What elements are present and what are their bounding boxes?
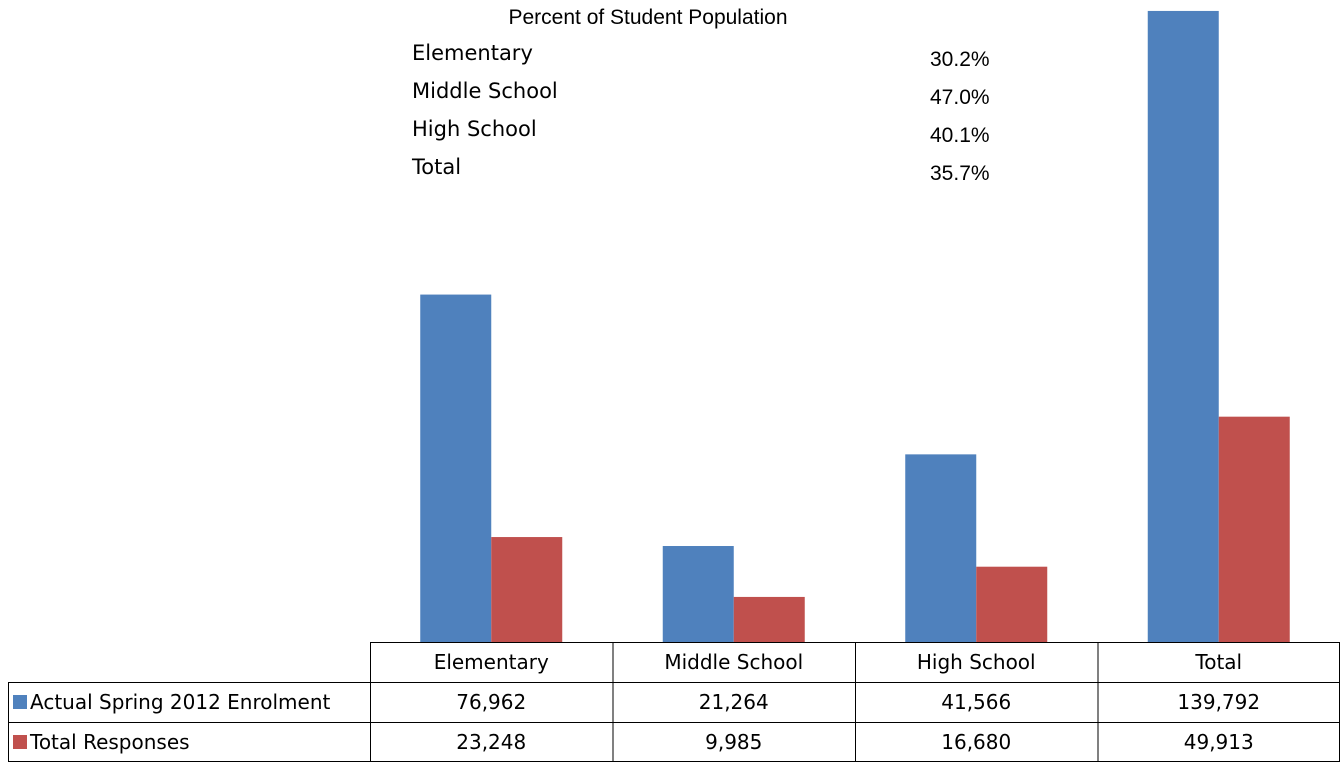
annotation-row-label: Elementary — [412, 41, 533, 65]
category-label: Middle School — [664, 650, 803, 674]
legend-label: Total Responses — [29, 730, 190, 754]
annotation-row-value: 30.2% — [930, 48, 990, 71]
data-label: 9,985 — [705, 730, 762, 754]
bars-layer — [420, 10, 1290, 643]
annotation-row-value: 40.1% — [930, 124, 990, 147]
data-label: 76,962 — [456, 690, 526, 714]
data-label: 23,248 — [456, 730, 526, 754]
data-label: 16,680 — [941, 730, 1011, 754]
data-label: 49,913 — [1184, 730, 1254, 754]
category-label: Total — [1194, 650, 1242, 674]
percent-annotation: Percent of Student Population Elementary… — [411, 6, 990, 185]
annotation-row-label: Total — [411, 155, 461, 179]
bar-enrolment-total — [1147, 10, 1219, 643]
data-table: Elementary Middle School High School Total A… — [8, 642, 1340, 762]
legend-label: Actual Spring 2012 Enrolment — [30, 690, 331, 714]
annotation-row-label: Middle School — [412, 79, 558, 103]
category-label: High School — [917, 650, 1036, 674]
bar-enrolment-elementary — [420, 294, 492, 642]
legend-swatch — [13, 735, 27, 749]
bar-enrolment-middle-school — [662, 546, 734, 642]
annotation-row-label: High School — [412, 117, 537, 141]
legend-swatch — [13, 695, 27, 709]
annotation-heading: Percent of Student Population — [508, 6, 787, 29]
bar-responses-middle-school — [733, 596, 805, 642]
annotation-row-value: 47.0% — [930, 86, 990, 109]
bar-responses-high-school — [976, 566, 1048, 642]
data-label: 139,792 — [1177, 690, 1260, 714]
bar-responses-total — [1218, 416, 1290, 642]
bar-enrolment-high-school — [905, 454, 977, 642]
category-label: Elementary — [434, 650, 549, 674]
data-label: 41,566 — [941, 690, 1011, 714]
data-label: 21,264 — [699, 690, 769, 714]
bar-responses-elementary — [491, 537, 563, 642]
annotation-row-value: 35.7% — [930, 162, 990, 185]
